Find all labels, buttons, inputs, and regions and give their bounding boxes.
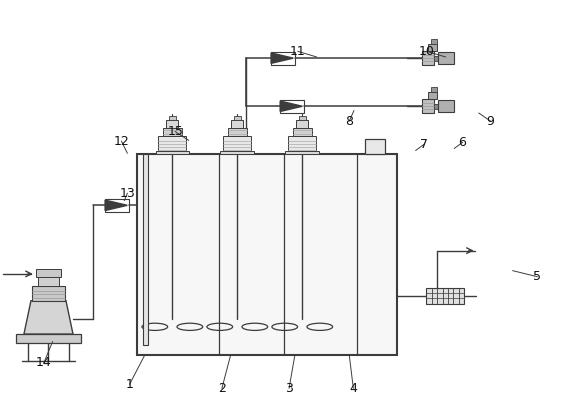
Bar <box>288 136 317 151</box>
Polygon shape <box>271 53 293 63</box>
Bar <box>137 154 397 355</box>
Bar <box>270 52 295 65</box>
Bar <box>296 120 308 128</box>
Text: 3: 3 <box>285 382 293 395</box>
Text: 2: 2 <box>218 382 226 395</box>
Bar <box>36 269 61 277</box>
Polygon shape <box>105 200 127 211</box>
Bar <box>32 286 65 301</box>
Text: 10: 10 <box>418 45 434 58</box>
Bar <box>221 151 254 154</box>
Bar <box>280 100 304 113</box>
Text: 11: 11 <box>290 45 305 58</box>
Bar <box>434 104 442 109</box>
Bar <box>166 120 178 128</box>
Bar <box>437 53 454 64</box>
Text: 12: 12 <box>114 135 129 148</box>
Bar <box>293 128 312 136</box>
Bar <box>105 199 129 212</box>
Bar <box>430 39 437 44</box>
Bar <box>231 120 244 128</box>
Bar <box>437 101 454 112</box>
Bar <box>430 87 437 92</box>
Bar <box>434 56 442 61</box>
Text: 13: 13 <box>120 187 135 200</box>
Text: 15: 15 <box>167 125 183 138</box>
Text: 1: 1 <box>126 378 134 391</box>
Bar <box>428 92 437 99</box>
Text: 5: 5 <box>533 270 541 283</box>
Text: 7: 7 <box>420 138 428 151</box>
Polygon shape <box>24 301 73 334</box>
Bar <box>228 128 246 136</box>
Bar <box>298 116 306 120</box>
Bar <box>422 51 434 65</box>
Text: 4: 4 <box>349 382 357 395</box>
Bar <box>169 116 176 120</box>
Bar <box>155 151 189 154</box>
Bar <box>428 44 437 51</box>
Bar <box>143 154 148 345</box>
Bar <box>16 334 81 343</box>
Text: 6: 6 <box>458 136 467 149</box>
Bar <box>426 288 464 304</box>
Bar <box>223 136 251 151</box>
Bar <box>364 139 385 154</box>
Text: 8: 8 <box>345 115 353 128</box>
Polygon shape <box>280 101 303 111</box>
Bar <box>286 151 319 154</box>
Bar <box>158 136 186 151</box>
Bar <box>234 116 241 120</box>
Bar <box>38 277 59 286</box>
Bar <box>163 128 182 136</box>
Text: 14: 14 <box>36 356 51 369</box>
Text: 9: 9 <box>486 115 495 128</box>
Bar <box>422 99 434 113</box>
